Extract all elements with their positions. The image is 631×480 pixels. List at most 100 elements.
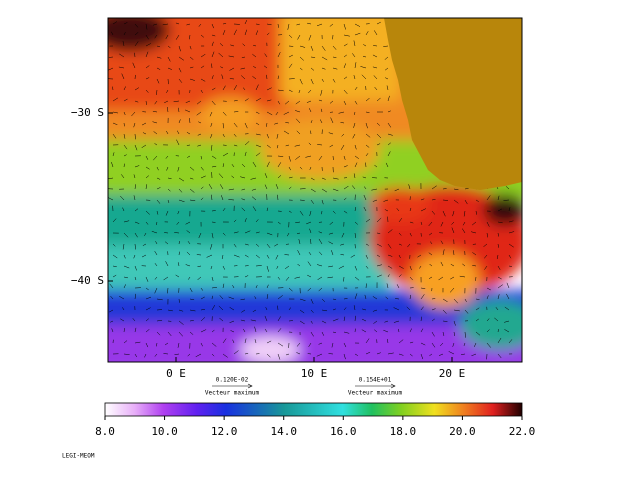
- vector: [222, 338, 227, 344]
- vector: [211, 41, 214, 47]
- vector: [178, 251, 180, 256]
- colorbar-label: 22.0: [509, 425, 536, 438]
- vector: [156, 319, 163, 322]
- vector: [374, 30, 378, 36]
- vector: [229, 67, 235, 71]
- vector: [497, 329, 499, 333]
- vector: [178, 309, 184, 312]
- vector: [165, 155, 169, 159]
- vector: [156, 210, 159, 215]
- vector: [266, 254, 270, 259]
- vector: [244, 254, 249, 258]
- vector: [219, 43, 224, 47]
- lat-label: −30 S: [71, 106, 104, 119]
- vector: [371, 188, 378, 191]
- vector: [354, 155, 359, 159]
- vector: [296, 130, 301, 135]
- vector: [145, 342, 149, 348]
- vector: [178, 67, 182, 73]
- plot-frame: [107, 17, 523, 363]
- vector: [475, 318, 479, 322]
- vector: [484, 254, 488, 259]
- vector: [133, 195, 136, 201]
- vector: [309, 228, 312, 234]
- vector: [218, 305, 224, 311]
- vector: [365, 218, 371, 223]
- vector: [288, 63, 293, 69]
- vector: [318, 287, 323, 292]
- vector: [497, 195, 500, 201]
- vector: [145, 77, 150, 80]
- vector: [211, 87, 216, 91]
- vector: [200, 197, 204, 201]
- vector: [112, 111, 119, 114]
- vector: [255, 285, 258, 289]
- vector: [343, 342, 347, 348]
- vector: [428, 232, 433, 236]
- vector: [244, 98, 249, 102]
- vector: [266, 207, 269, 212]
- colorbar-label: 20.0: [449, 425, 476, 438]
- vector: [309, 210, 312, 217]
- vector: [240, 176, 246, 179]
- vector: [332, 318, 339, 322]
- vector: [141, 144, 147, 148]
- vector: [420, 328, 424, 333]
- vector: [189, 199, 196, 202]
- vector: [299, 210, 304, 216]
- vector: [241, 56, 246, 59]
- vector: [372, 66, 378, 69]
- vector: [208, 183, 213, 190]
- vector: [438, 353, 444, 356]
- vector: [264, 184, 268, 190]
- vector: [145, 221, 149, 225]
- vector: [288, 186, 292, 190]
- vector: [376, 122, 381, 126]
- vector: [123, 86, 126, 91]
- vector: [133, 122, 136, 128]
- vector: [464, 187, 469, 190]
- vector: [122, 207, 125, 212]
- vector: [453, 331, 455, 337]
- vector: [221, 74, 224, 80]
- vector: [200, 65, 205, 69]
- vector: [156, 45, 161, 48]
- vector: [471, 353, 477, 357]
- vector: [451, 227, 455, 234]
- vector: [144, 353, 147, 358]
- vector: [354, 265, 358, 271]
- vector: [299, 45, 306, 48]
- vector: [178, 119, 181, 124]
- vector: [449, 287, 455, 293]
- vector: [211, 210, 216, 212]
- vector: [321, 188, 328, 193]
- vector: [123, 144, 128, 150]
- vector: [233, 254, 240, 258]
- vector: [319, 119, 323, 124]
- vector: [318, 342, 323, 345]
- vector: [288, 287, 293, 292]
- vector: [288, 210, 292, 213]
- vector: [222, 265, 226, 270]
- vector: [372, 54, 378, 58]
- vector: [134, 41, 139, 47]
- vector: [154, 287, 158, 294]
- vector: [211, 353, 215, 357]
- vector: [123, 284, 126, 289]
- vector: [189, 118, 191, 124]
- vector: [353, 305, 356, 311]
- vector: [266, 161, 270, 168]
- vector: [185, 100, 191, 103]
- vector: [376, 217, 382, 223]
- vector: [442, 331, 445, 337]
- vector: [365, 153, 369, 157]
- vector: [374, 329, 378, 333]
- vector: [198, 23, 202, 27]
- vector: [351, 185, 356, 190]
- vector: [364, 294, 367, 300]
- vector: [200, 166, 204, 171]
- vector: [167, 287, 169, 294]
- vector: [266, 294, 269, 300]
- vector: [288, 307, 291, 311]
- vector: [338, 265, 345, 269]
